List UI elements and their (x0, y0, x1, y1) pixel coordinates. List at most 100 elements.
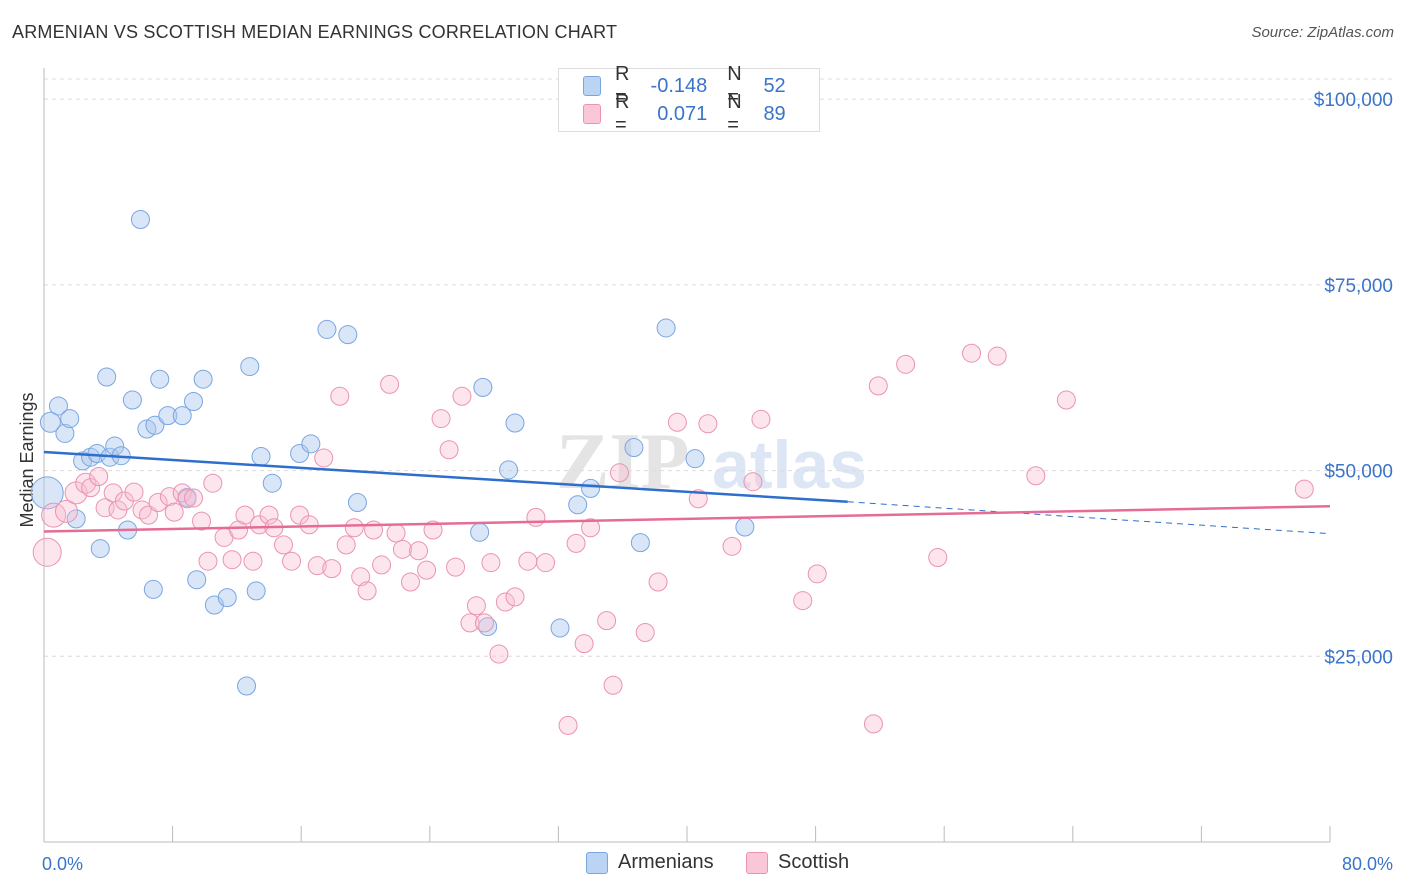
x-tick-label: 0.0% (42, 854, 83, 874)
armenians-point (735, 517, 755, 537)
scottish-point (259, 505, 279, 525)
scottish-point (183, 488, 203, 508)
scottish-point (603, 675, 623, 695)
scottish-point (392, 539, 412, 559)
series-legend: Armenians Scottish (0, 851, 1406, 877)
legend-row-armenians: R = -0.148 N = 52 (583, 63, 819, 108)
scottish-point (322, 559, 342, 579)
scottish-point (148, 493, 168, 513)
scottish-point (698, 414, 718, 434)
armenians-point (338, 325, 358, 345)
armenians-point (473, 377, 493, 397)
armenians-point (172, 406, 192, 426)
scottish-point (1026, 466, 1046, 486)
scottish-point (307, 556, 327, 576)
series-legend-scottish[interactable]: Scottish (746, 851, 849, 874)
scottish-point (518, 551, 538, 571)
legend-r-value: -0.148 (650, 74, 708, 97)
scottish-point (386, 523, 406, 543)
scottish-point (222, 550, 242, 570)
armenians-point (150, 369, 170, 389)
scottish-point (203, 473, 223, 493)
series-swatch-armenians (586, 851, 608, 874)
armenians-point (122, 390, 142, 410)
legend-n-label: N = (727, 91, 742, 136)
series-swatch-scottish (746, 851, 768, 874)
armenians-point (568, 495, 588, 515)
scottish-point (526, 507, 546, 527)
scottish-point (667, 412, 687, 432)
armenians-point (240, 357, 260, 377)
correlation-legend: R = -0.148 N = 52 R = 0.071 N = 89 (558, 63, 820, 136)
scottish-point (868, 376, 888, 396)
armenians-trend-extension (847, 501, 1331, 535)
scottish-point (336, 535, 356, 555)
legend-swatch-scottish (583, 104, 602, 124)
armenians-point (470, 522, 490, 542)
armenians-point (217, 588, 237, 608)
scottish-point (41, 502, 67, 528)
scottish-point (688, 489, 708, 509)
armenians-point (301, 434, 321, 454)
scottish-point (495, 592, 515, 612)
scottish-point (896, 354, 916, 374)
armenians-trend-line (43, 450, 848, 504)
scottish-point (32, 537, 62, 567)
scottish-point (722, 536, 742, 556)
armenians-point (158, 406, 178, 426)
y-tick-label: $100,000 (1314, 90, 1393, 111)
scottish-point (177, 489, 197, 509)
scottish-point (1294, 479, 1314, 499)
scottish-point (243, 551, 263, 571)
scottish-point (314, 448, 334, 468)
armenians-point (60, 409, 80, 429)
scottish-point (566, 533, 586, 553)
watermark-atlas: atlas (712, 427, 867, 503)
armenians-point (251, 446, 271, 466)
armenians-point (581, 478, 601, 498)
armenians-point (30, 476, 64, 510)
scottish-point (574, 634, 594, 654)
armenians-point (505, 413, 525, 433)
y-axis-label: Median Earnings (17, 392, 37, 527)
legend-r-label: R = (615, 91, 630, 136)
scottish-point (344, 518, 364, 538)
armenians-point (499, 460, 519, 480)
armenians-point (347, 493, 367, 513)
scottish-point (962, 343, 982, 363)
scottish-point (299, 515, 319, 535)
scottish-point (423, 520, 443, 540)
scottish-point (928, 547, 948, 567)
armenians-point (317, 319, 337, 339)
scottish-point (55, 499, 79, 523)
scottish-point (635, 623, 655, 643)
scottish-point (417, 560, 437, 580)
armenians-point (90, 539, 110, 559)
legend-n-label: N = (727, 63, 742, 108)
armenians-point (39, 411, 61, 433)
armenians-point (143, 579, 163, 599)
armenians-point (550, 618, 570, 638)
armenians-point (183, 391, 203, 411)
scottish-point (743, 472, 763, 492)
series-label-armenians: Armenians (618, 851, 714, 873)
scottish-point (164, 502, 184, 522)
armenians-point (630, 533, 650, 553)
chart-title: ARMENIAN VS SCOTTISH MEDIAN EARNINGS COR… (12, 22, 618, 42)
armenians-point (262, 473, 282, 493)
armenians-point (55, 423, 75, 443)
scottish-point (282, 551, 302, 571)
y-tick-label: $25,000 (1324, 647, 1393, 668)
scottish-point (793, 591, 813, 611)
armenians-point (193, 369, 213, 389)
armenians-point (66, 509, 86, 529)
armenians-point (48, 396, 68, 416)
scottish-point (409, 541, 429, 561)
scottish-point (863, 714, 883, 734)
source-label: Source: ZipAtlas.com (1251, 24, 1394, 41)
series-legend-armenians[interactable]: Armenians (586, 851, 714, 874)
scottish-point (401, 572, 421, 592)
armenians-point (97, 367, 117, 387)
scottish-point (751, 409, 771, 429)
scottish-point (198, 551, 218, 571)
